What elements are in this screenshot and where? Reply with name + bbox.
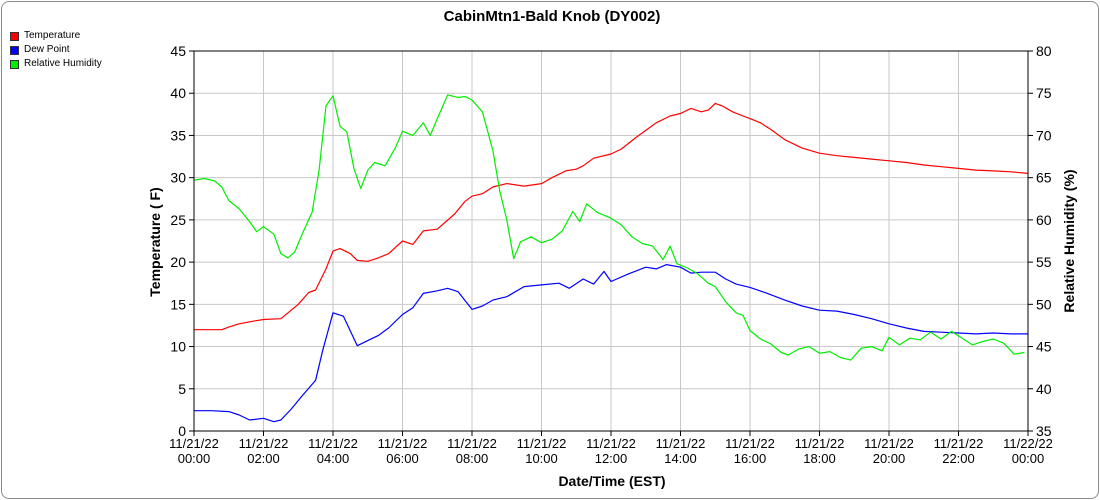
- x-tick-date: 11/21/22: [169, 436, 219, 451]
- dew-point-line: [194, 264, 1028, 423]
- left-tick-label: 30: [170, 170, 186, 186]
- chart-title: CabinMtn1-Bald Knob (DY002): [444, 8, 661, 25]
- temperature-swatch: [10, 31, 19, 41]
- x-tick-date: 11/21/22: [378, 436, 428, 451]
- x-tick-time: 06:00: [386, 451, 419, 466]
- dew-point-swatch: [10, 45, 19, 55]
- series-layer: [193, 94, 1029, 423]
- left-axis-ticks: 0 5 10 15 20 25 30 35 40 45: [170, 43, 194, 439]
- legend-label-dew-point: Dew Point: [24, 44, 70, 55]
- x-tick-time: 18:00: [803, 451, 836, 466]
- right-tick-label: 75: [1036, 85, 1052, 101]
- left-tick-label: 10: [170, 339, 186, 355]
- x-tick-time: 04:00: [317, 451, 350, 466]
- right-tick-label: 40: [1036, 381, 1052, 397]
- x-tick-time: 22:00: [942, 451, 975, 466]
- left-axis-label: Temperature ( F): [147, 187, 163, 296]
- x-tick-time: 14:00: [664, 451, 697, 466]
- right-axis-ticks: 35 40 45 50 55 60 65 70 75 80: [1028, 43, 1052, 439]
- x-tick-date: 11/21/22: [239, 436, 289, 451]
- x-tick-date: 11/21/22: [586, 436, 636, 451]
- x-tick-date: 11/21/22: [795, 436, 845, 451]
- relative-humidity-swatch: [10, 59, 19, 69]
- x-tick-time: 12:00: [595, 451, 628, 466]
- left-tick-label: 45: [170, 43, 186, 59]
- legend-label-relative-humidity: Relative Humidity: [24, 58, 102, 69]
- x-tick-time: 16:00: [734, 451, 767, 466]
- x-axis-label: Date/Time (EST): [558, 473, 665, 489]
- right-axis-label: Relative Humidity (%): [1061, 169, 1077, 312]
- x-tick-time: 02:00: [247, 451, 280, 466]
- right-tick-label: 50: [1036, 296, 1052, 312]
- x-tick-time: 10:00: [525, 451, 558, 466]
- legend-item-dew-point: Dew Point: [10, 43, 102, 57]
- left-tick-label: 20: [170, 254, 186, 270]
- legend-item-relative-humidity: Relative Humidity: [10, 57, 102, 71]
- temperature-line: [194, 102, 1029, 331]
- x-tick-time: 00:00: [1012, 451, 1045, 466]
- relative-humidity-line: [193, 94, 1025, 361]
- right-tick-label: 70: [1036, 127, 1052, 143]
- right-tick-label: 80: [1036, 43, 1052, 59]
- right-tick-label: 45: [1036, 339, 1052, 355]
- x-tick-date: 11/21/22: [517, 436, 567, 451]
- legend: Temperature Dew Point Relative Humidity: [10, 29, 102, 71]
- x-tick-date: 11/21/22: [864, 436, 914, 451]
- x-tick-date: 11/21/22: [934, 436, 984, 451]
- left-tick-label: 0: [178, 423, 186, 439]
- left-tick-label: 15: [170, 296, 186, 312]
- x-tick-date: 11/22/22: [1003, 436, 1053, 451]
- left-tick-label: 5: [178, 381, 186, 397]
- left-tick-label: 35: [170, 127, 186, 143]
- x-tick-time: 20:00: [873, 451, 906, 466]
- x-tick-date: 11/21/22: [725, 436, 775, 451]
- x-tick-date: 11/21/22: [656, 436, 706, 451]
- right-tick-label: 35: [1036, 423, 1052, 439]
- left-tick-label: 25: [170, 212, 186, 228]
- right-tick-label: 55: [1036, 254, 1052, 270]
- legend-label-temperature: Temperature: [24, 30, 81, 41]
- left-tick-label: 40: [170, 85, 186, 101]
- legend-item-temperature: Temperature: [10, 29, 102, 43]
- right-tick-label: 65: [1036, 170, 1052, 186]
- x-tick-time: 08:00: [456, 451, 489, 466]
- x-tick-date: 11/21/22: [308, 436, 358, 451]
- x-axis-ticks: 11/21/2200:0011/21/2202:0011/21/2204:001…: [169, 431, 1053, 466]
- x-tick-time: 00:00: [178, 451, 211, 466]
- right-tick-label: 60: [1036, 212, 1052, 228]
- x-tick-date: 11/21/22: [447, 436, 497, 451]
